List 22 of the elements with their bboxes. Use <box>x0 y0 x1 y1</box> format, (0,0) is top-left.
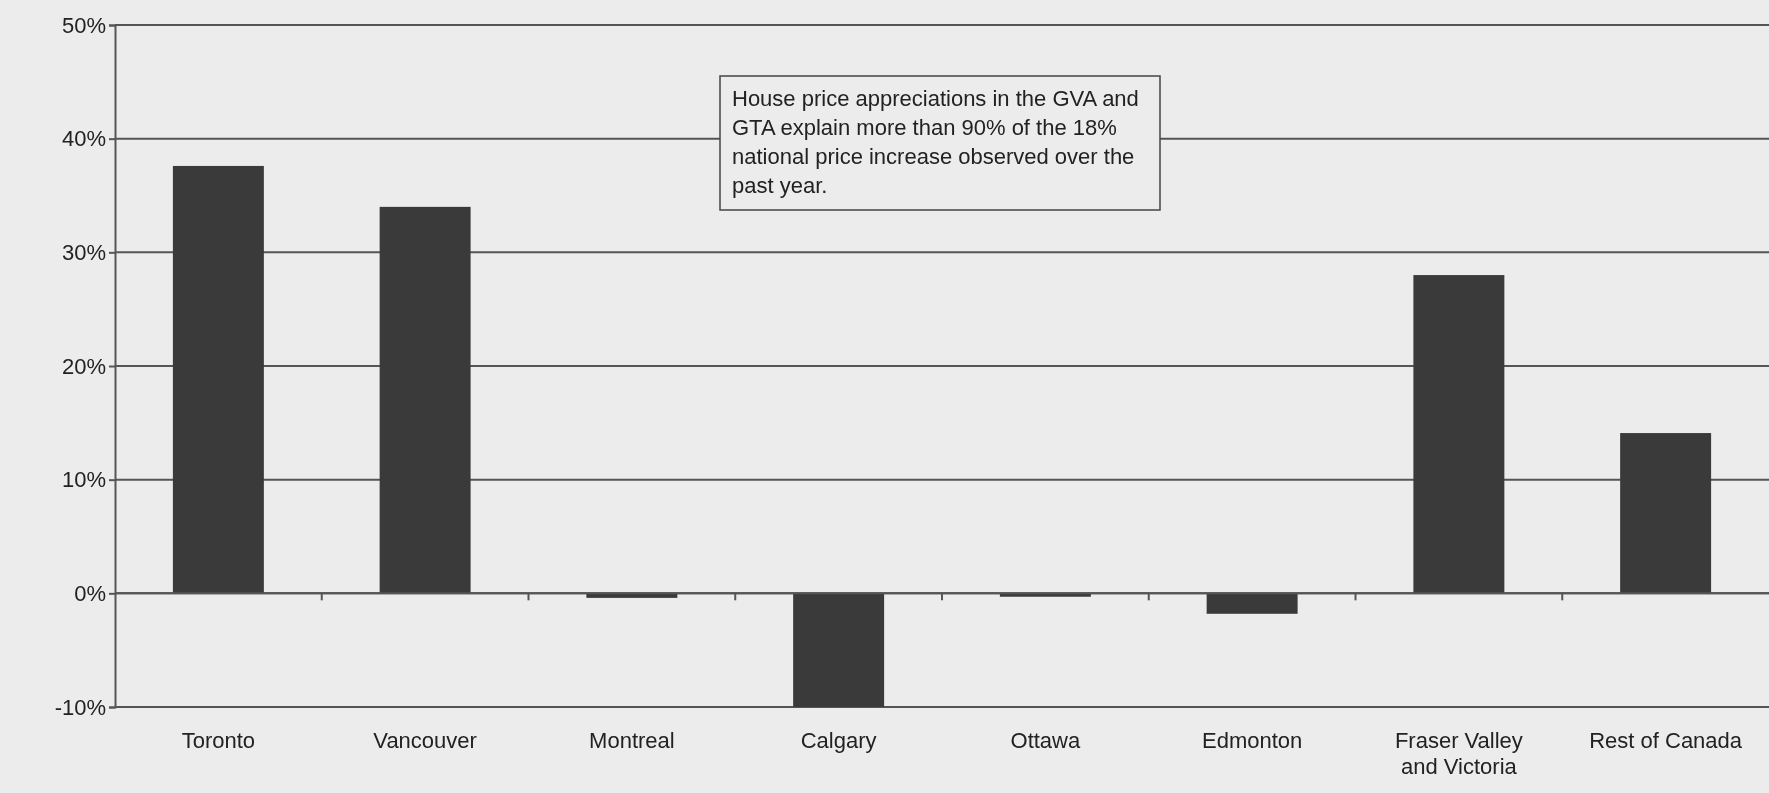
x-tick-label: Edmonton <box>1201 728 1303 753</box>
x-tick-label: Fraser Valley and Victoria <box>1394 728 1523 779</box>
x-tick-label: Rest of Canada <box>1589 728 1743 753</box>
y-tick-label: -10% <box>54 694 106 720</box>
annotation: House price appreciations in the GVA and GTA explain more than 90% of the 18% national price increase observed over the past year. <box>732 86 1139 198</box>
y-tick-label: 20% <box>61 353 106 379</box>
bar <box>793 593 885 707</box>
x-tick-label: Montreal <box>589 728 675 753</box>
y-tick-label: 10% <box>61 467 106 493</box>
y-tick-label: 0% <box>74 580 106 606</box>
y-tick-label: 40% <box>61 126 106 152</box>
bar <box>172 165 264 594</box>
bar <box>379 206 471 594</box>
x-tick-label: Vancouver <box>373 728 477 753</box>
y-tick-label: 30% <box>61 239 106 265</box>
bar <box>1413 275 1505 594</box>
y-tick-label: 50% <box>61 12 106 38</box>
x-tick-label: Calgary <box>800 728 877 753</box>
x-tick-label: Ottawa <box>1010 728 1081 753</box>
x-tick-label: Toronto <box>181 728 256 753</box>
bar <box>1620 433 1712 594</box>
bar <box>1206 593 1298 614</box>
